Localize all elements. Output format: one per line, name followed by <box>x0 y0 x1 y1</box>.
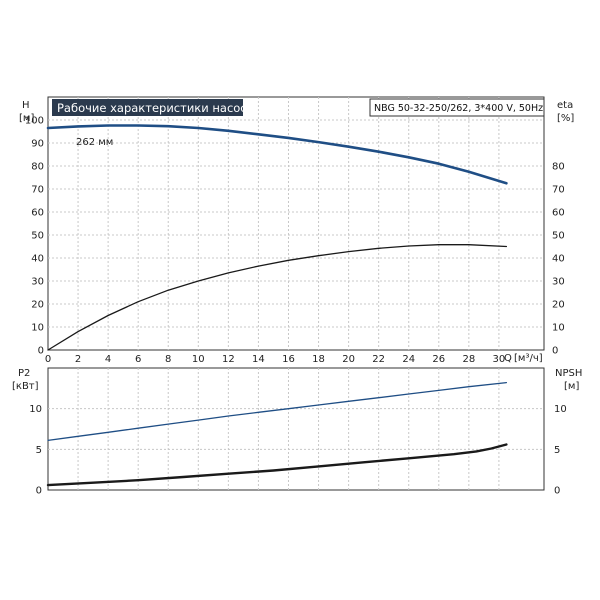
h-tick-label: 10 <box>31 323 44 334</box>
eta-tick-label: 20 <box>552 300 565 311</box>
chart-title-box <box>52 99 243 116</box>
x-tick-label: 26 <box>432 354 445 365</box>
h-tick-label: 20 <box>31 300 44 311</box>
q-axis-name: Q <box>504 353 512 364</box>
h-axis-name: H <box>22 100 30 111</box>
h-tick-label: 60 <box>31 208 44 219</box>
npsh-axis-name: NPSH <box>555 368 582 379</box>
x-tick-label: 30 <box>493 354 506 365</box>
impeller-diameter-annotation: 262 мм <box>76 137 113 148</box>
model-label-box <box>369 98 545 117</box>
eta-tick-label: 50 <box>552 231 565 242</box>
eta-tick-label: 10 <box>552 323 565 334</box>
x-tick-label: 8 <box>165 354 171 365</box>
bottom-chart-grid <box>48 368 544 490</box>
p2-curve <box>47 381 508 442</box>
x-tick-label: 2 <box>75 354 81 365</box>
x-tick-label: 12 <box>222 354 235 365</box>
p2-tick-label: 10 <box>29 404 42 415</box>
h-tick-label: 70 <box>31 185 44 196</box>
p2-axis-name: P2 <box>18 368 30 379</box>
x-tick-label: 22 <box>372 354 385 365</box>
eta-tick-label: 60 <box>552 208 565 219</box>
top-chart-ticks: 0 2 4 6 8 10 12 14 16 18 20 22 24 26 28 300102030405060… <box>25 116 565 366</box>
eta-tick-label: 30 <box>552 277 565 288</box>
x-tick-label: 28 <box>462 354 475 365</box>
x-tick-label: 16 <box>282 354 295 365</box>
h-tick-label: 50 <box>31 231 44 242</box>
npsh-curve <box>46 443 508 487</box>
p2-tick-label: 5 <box>36 445 42 456</box>
p2-axis-unit: [кВт] <box>12 381 39 392</box>
top-chart: 0 2 4 6 8 10 12 14 16 18 20 22 24 26 28 300102030405060… <box>19 96 574 366</box>
x-tick-label: 6 <box>135 354 141 365</box>
bottom-chart-frame <box>47 367 545 491</box>
bottom-chart: 0 5 10 0 5 10 P2 [кВт] NPSH [м] <box>12 367 582 497</box>
eta-tick-label: 80 <box>552 162 565 173</box>
h-tick-label: 0 <box>38 346 44 357</box>
eta-axis-unit: [%] <box>557 113 574 124</box>
x-tick-label: 4 <box>105 354 111 365</box>
x-tick-label: 14 <box>252 354 265 365</box>
bottom-chart-ticks: 0 5 10 0 5 10 <box>29 404 566 496</box>
npsh-tick-label: 0 <box>554 486 560 497</box>
h-tick-label: 30 <box>31 277 44 288</box>
npsh-tick-label: 10 <box>554 404 567 415</box>
eta-tick-label: 70 <box>552 185 565 196</box>
x-tick-label: 10 <box>192 354 205 365</box>
x-tick-label: 24 <box>402 354 415 365</box>
h-tick-label: 90 <box>31 139 44 150</box>
eta-axis-name: eta <box>557 100 573 111</box>
top-chart-grid <box>48 97 544 350</box>
top-chart-frame <box>47 96 545 351</box>
x-tick-label: 20 <box>342 354 355 365</box>
p2-tick-label: 0 <box>36 486 42 497</box>
bottom-chart-series <box>46 381 508 487</box>
h-axis-unit: [м] <box>19 113 34 124</box>
npsh-tick-label: 5 <box>554 445 560 456</box>
npsh-axis-unit: [м] <box>564 381 579 392</box>
x-tick-label: 18 <box>312 354 325 365</box>
chart-title: Рабочие характеристики насоса <box>57 101 254 115</box>
model-label: NBG 50-32-250/262, 3*400 V, 50Hz <box>374 103 543 114</box>
x-tick-label: 0 <box>45 354 51 365</box>
eta-tick-label: 40 <box>552 254 565 265</box>
h-tick-label: 100 <box>25 116 44 127</box>
h-curve <box>46 124 508 185</box>
h-tick-label: 80 <box>31 162 44 173</box>
eta-curve <box>47 244 508 351</box>
eta-tick-label: 0 <box>552 346 558 357</box>
h-tick-label: 40 <box>31 254 44 265</box>
top-chart-series <box>46 124 508 351</box>
q-axis-unit: [м³/ч] <box>514 353 543 364</box>
